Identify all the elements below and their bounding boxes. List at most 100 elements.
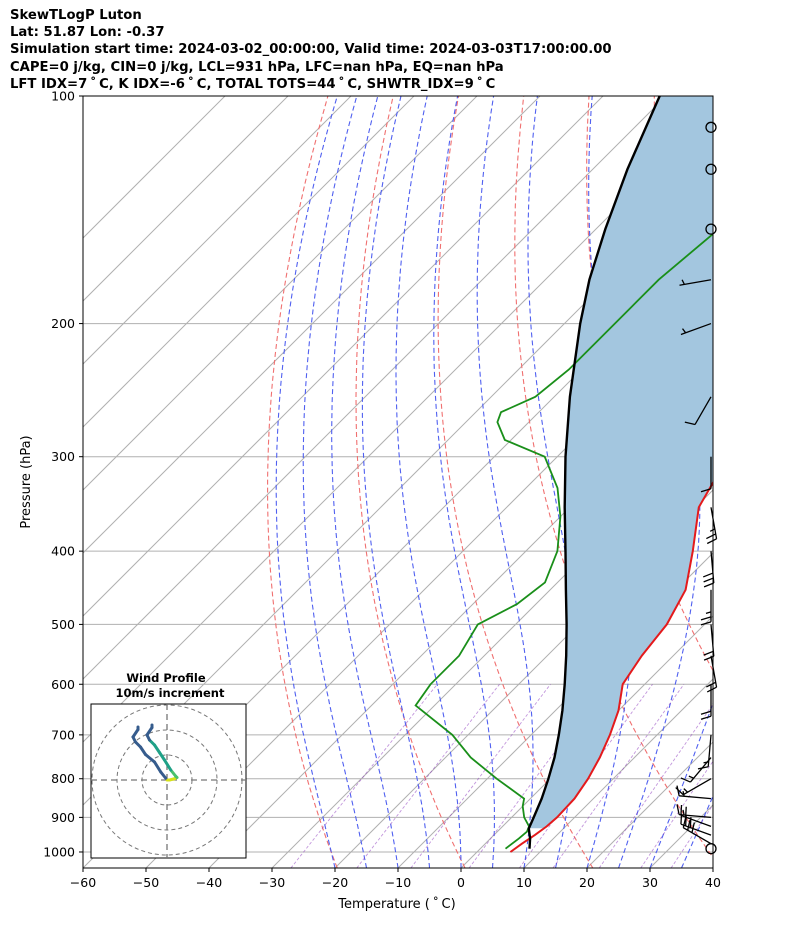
reference-grid <box>83 96 794 868</box>
moist-adiabat <box>680 794 713 868</box>
dry-adiabat <box>355 96 466 868</box>
y-tick-label: 200 <box>51 316 75 331</box>
x-tick-label: 20 <box>579 875 595 890</box>
isotherm-line <box>397 552 713 868</box>
moist-adiabat <box>649 701 713 868</box>
mixing-ratio-line <box>598 703 713 868</box>
y-tick-label: 600 <box>51 677 75 692</box>
x-axis-label: Temperature ( ˚ C) <box>337 896 455 912</box>
dry-adiabat <box>437 96 594 868</box>
cape-cin-shading <box>529 96 713 829</box>
y-axis-label: Pressure (hPa) <box>19 435 34 528</box>
chart-title: SkewTLogP Luton <box>10 8 142 23</box>
moist-adiabat <box>361 96 431 868</box>
moist-adiabat <box>476 96 534 868</box>
y-tick-label: 800 <box>51 771 75 786</box>
y-tick-label: 700 <box>51 727 75 742</box>
moist-adiabat <box>395 96 462 868</box>
wind-barb <box>703 624 715 661</box>
hodograph-segment <box>131 728 140 739</box>
isotherm-line <box>523 678 713 868</box>
isotherm-line <box>83 96 604 617</box>
hodograph-segment <box>153 760 163 774</box>
moist-adiabat <box>275 96 338 868</box>
moist-adiabat <box>527 96 580 868</box>
dry-adiabat <box>785 96 794 868</box>
temperature-profile-line <box>509 480 713 853</box>
x-tick-label: −50 <box>133 875 159 890</box>
moist-adiabat <box>617 96 701 868</box>
dry-adiabat <box>267 96 338 868</box>
data-layer <box>414 96 713 853</box>
isotherm-line <box>83 96 541 554</box>
dewpoint-profile-line <box>414 232 713 850</box>
y-tick-label: 300 <box>51 449 75 464</box>
wind-barb <box>706 507 718 545</box>
indices-line: LFT IDX=7 ˚ C, K IDX=-6 ˚ C, TOTAL TOTS=… <box>10 76 496 92</box>
mixing-ratio-line <box>356 684 500 868</box>
x-tick-label: 0 <box>457 875 465 890</box>
wind-barb <box>682 817 712 845</box>
wind-barb <box>676 804 712 819</box>
isotherm-line <box>83 96 478 491</box>
x-tick-label: 30 <box>642 875 658 890</box>
dry-adiabat <box>720 96 794 868</box>
instability-line: CAPE=0 j/kg, CIN=0 j/kg, LCL=931 hPa, LF… <box>10 59 504 75</box>
axes: −60 −50 −40 −30 −20 −10 0 10 20 30 40 1000 900 800 700… <box>43 89 721 891</box>
mixing-ratio-line <box>640 760 713 868</box>
isotherm-line <box>145 300 713 868</box>
x-tick-label: −30 <box>259 875 285 890</box>
chart-header: SkewTLogP Luton Lat: 51.87 Lon: -0.37 Si… <box>10 7 612 93</box>
isotherm-line <box>83 96 667 680</box>
hodograph-segment <box>139 745 147 756</box>
hodograph-segment <box>163 758 173 772</box>
isotherm-line <box>83 96 226 239</box>
wind-barb-calm <box>705 223 717 235</box>
x-tick-label: 10 <box>516 875 532 890</box>
wind-barb-calm <box>705 121 717 133</box>
hodograph-title: Wind Profile <box>126 671 206 685</box>
x-tick-label: −40 <box>196 875 222 890</box>
hodograph-subtitle: 10m/s increment <box>116 686 225 700</box>
wind-barb <box>702 551 715 588</box>
wind-barb-calm <box>705 163 717 175</box>
moist-adiabat <box>433 96 495 868</box>
hodograph-segment <box>158 751 166 762</box>
wind-barb <box>676 785 712 800</box>
hodograph-segment <box>153 743 161 754</box>
y-tick-label: 1000 <box>43 844 75 859</box>
y-tick-label: 400 <box>51 544 75 559</box>
x-tick-label: −20 <box>322 875 348 890</box>
wind-barb <box>700 456 712 493</box>
y-tick-label: 900 <box>51 810 75 825</box>
hodograph-segment <box>144 753 156 764</box>
mixing-ratio-line <box>552 684 685 868</box>
wind-barb <box>700 589 712 626</box>
isotherm-line <box>334 489 713 868</box>
isotherm-line <box>83 96 352 365</box>
mixing-ratio-line <box>410 684 551 868</box>
y-tick-label: 100 <box>51 89 75 104</box>
wind-barb <box>675 778 712 796</box>
wind-barb <box>679 279 712 286</box>
wind-barb <box>680 322 712 336</box>
mixing-ratio-line <box>290 684 438 868</box>
x-tick-label: −60 <box>70 875 96 890</box>
y-tick-label: 500 <box>51 617 75 632</box>
isotherm-line <box>83 111 713 743</box>
moist-adiabat <box>331 96 399 868</box>
parcel-path-line <box>527 96 661 849</box>
isotherm-line <box>83 96 415 428</box>
wind-barb <box>684 396 712 426</box>
x-tick-label: 40 <box>705 875 721 890</box>
wind-barb <box>697 734 712 770</box>
location-line: Lat: 51.87 Lon: -0.37 <box>10 25 165 41</box>
time-line: Simulation start time: 2024-03-02_00:00:… <box>10 42 612 58</box>
wind-barbs <box>675 121 718 855</box>
wind-barb-calm <box>705 843 717 855</box>
isotherm-line <box>712 867 713 868</box>
hodograph-inset <box>90 703 247 859</box>
wind-barb <box>706 655 718 693</box>
moist-adiabat <box>302 96 368 868</box>
